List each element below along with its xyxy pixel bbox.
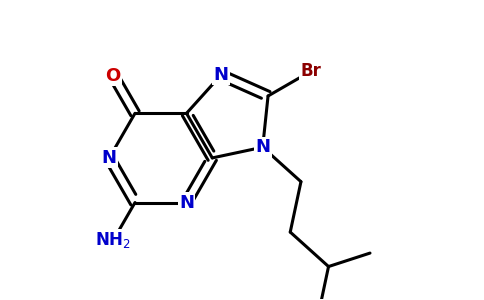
Text: N: N	[255, 138, 270, 156]
Text: Br: Br	[301, 62, 321, 80]
Text: O: O	[106, 67, 121, 85]
Text: NH$_2$: NH$_2$	[95, 230, 131, 250]
Text: N: N	[213, 66, 228, 84]
Text: N: N	[102, 149, 117, 167]
Text: N: N	[179, 194, 194, 211]
